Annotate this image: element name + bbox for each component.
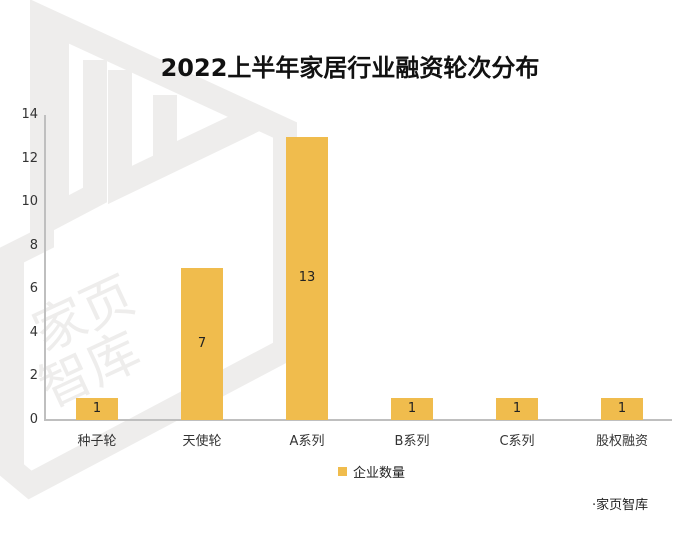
bar-data-label: 13 <box>298 270 316 286</box>
y-tick-label: 6 <box>29 281 38 297</box>
y-tick-label: 2 <box>29 368 38 384</box>
bar[interactable] <box>76 398 118 420</box>
bar[interactable] <box>286 136 328 420</box>
bar[interactable] <box>496 398 538 420</box>
bar-data-label: 1 <box>92 401 102 417</box>
x-tick-label: 天使轮 <box>182 434 222 449</box>
x-tick-label: 股权融资 <box>595 434 648 449</box>
legend-label: 企业数量 <box>353 466 406 481</box>
y-tick-label: 8 <box>29 237 38 253</box>
bar[interactable] <box>601 398 643 420</box>
source-label: ·家页智库 <box>592 498 649 513</box>
y-tick-label: 14 <box>21 107 38 122</box>
bar[interactable] <box>391 398 433 420</box>
chart-title: 2022上半年家居行业融资轮次分布 <box>160 54 540 82</box>
bar[interactable] <box>181 267 223 420</box>
x-tick-label: A系列 <box>289 434 325 449</box>
legend[interactable]: 企业数量 <box>338 462 405 481</box>
bar-data-label: 1 <box>407 401 417 417</box>
x-tick-label: C系列 <box>499 434 535 449</box>
y-tick-label: 4 <box>29 324 38 340</box>
y-tick-label: 12 <box>21 150 38 166</box>
bar-data-label: 1 <box>512 401 522 417</box>
x-tick-label: B系列 <box>394 434 430 449</box>
y-tick-label: 10 <box>21 194 38 210</box>
bar-data-label: 7 <box>197 335 207 351</box>
legend-swatch-icon <box>338 467 347 476</box>
y-tick-label: 0 <box>29 412 38 427</box>
x-axis-line <box>44 419 672 421</box>
x-tick-label: 种子轮 <box>77 434 117 449</box>
y-axis-line <box>44 115 46 421</box>
bar-data-label: 1 <box>617 401 627 417</box>
